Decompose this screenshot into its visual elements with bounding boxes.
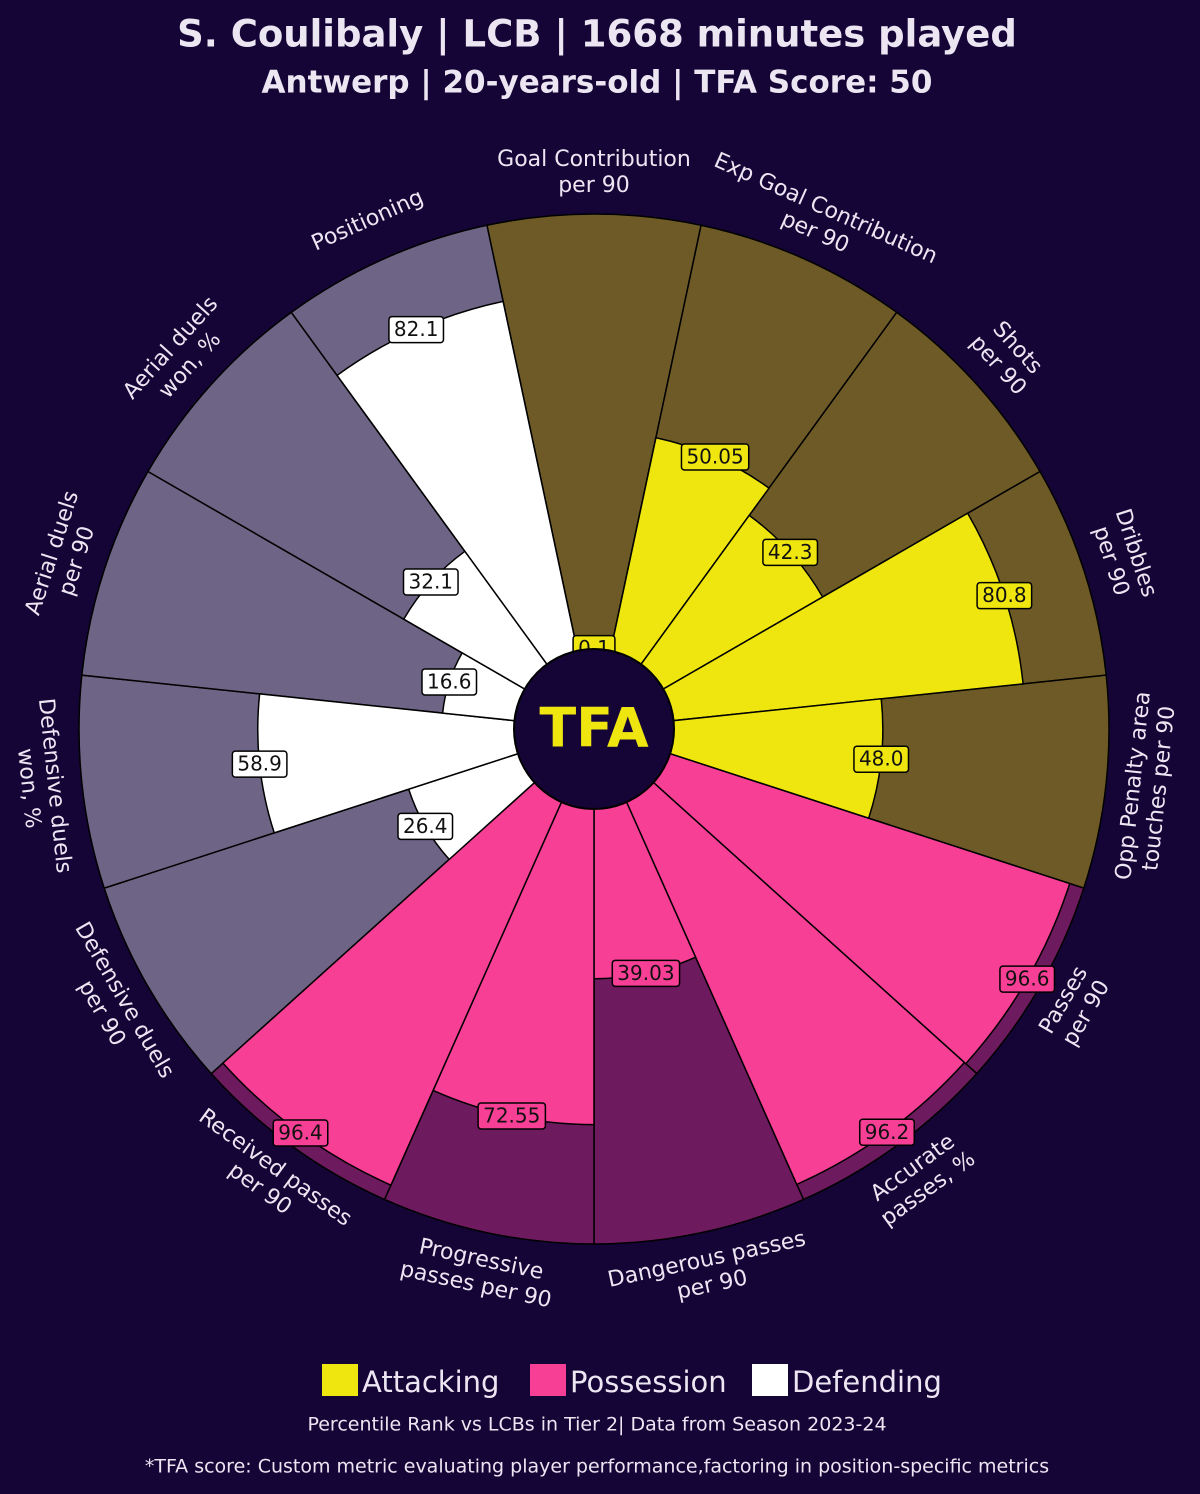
legend-label: Attacking	[362, 1365, 499, 1399]
value-label-text: 58.9	[237, 752, 282, 776]
category-label: Goal Contribution per 90	[497, 147, 691, 198]
value-label: 72.55	[477, 1102, 547, 1130]
chart-title: S. Coulibaly | LCB | 1668 minutes played	[177, 13, 1017, 56]
value-label-text: 50.05	[686, 445, 743, 469]
value-label-box	[421, 668, 478, 696]
value-label-box	[611, 959, 681, 988]
category-label-line: per 90	[558, 173, 630, 198]
value-label: 16.6	[421, 668, 478, 696]
legend-swatch	[322, 1364, 358, 1396]
value-label-box	[402, 568, 459, 596]
value-label: 32.1	[402, 568, 459, 596]
value-label: 48.0	[853, 745, 910, 773]
slice-background	[486, 213, 702, 730]
value-label-box	[272, 1119, 329, 1147]
logo: TFA	[539, 697, 649, 760]
value-label: 58.9	[231, 750, 288, 778]
value-label-text: 48.0	[859, 747, 904, 771]
value-label: 80.8	[976, 581, 1033, 610]
value-label-text: 96.2	[865, 1120, 910, 1144]
value-label-box	[762, 538, 819, 567]
value-label-text: 96.4	[278, 1120, 323, 1144]
value-label-box	[388, 315, 445, 344]
value-label: 26.4	[397, 812, 454, 841]
footnote: *TFA score: Custom metric evaluating pla…	[145, 1456, 1049, 1478]
value-label-box	[999, 965, 1056, 993]
value-label-box	[858, 1118, 916, 1147]
value-label: 39.03	[611, 959, 681, 988]
value-label-text: 42.3	[768, 540, 813, 564]
value-label-text: 82.1	[394, 317, 439, 341]
legend-swatch	[530, 1364, 566, 1396]
value-label-text: 26.4	[403, 814, 448, 838]
category-label-line: Goal Contribution	[497, 147, 691, 172]
value-label: 96.2	[858, 1118, 916, 1147]
value-label-box	[397, 812, 454, 841]
legend-swatch	[752, 1364, 788, 1396]
value-label: 42.3	[762, 538, 819, 567]
value-label-text: 39.03	[617, 961, 674, 985]
value-label-text: 16.6	[427, 669, 472, 693]
legend-label: Possession	[570, 1365, 727, 1399]
value-label-box	[477, 1102, 547, 1130]
source-note: Percentile Rank vs LCBs in Tier 2| Data …	[307, 1414, 886, 1436]
value-label: 82.1	[388, 315, 445, 344]
value-label-text: 72.55	[483, 1103, 540, 1127]
value-label-text: 80.8	[982, 583, 1027, 607]
value-label-text: 32.1	[409, 570, 454, 594]
value-label: 96.4	[272, 1119, 329, 1147]
center-hole	[513, 648, 675, 810]
value-label-box	[231, 750, 288, 778]
value-label-box	[976, 581, 1033, 610]
value-label: 50.05	[680, 443, 750, 471]
value-label-box	[853, 745, 910, 773]
value-label-box	[680, 443, 750, 471]
value-label-text: 96.6	[1005, 967, 1050, 991]
chart-subtitle: Antwerp | 20-years-old | TFA Score: 50	[262, 65, 933, 101]
legend-label: Defending	[792, 1365, 942, 1399]
value-label: 96.6	[999, 965, 1056, 993]
